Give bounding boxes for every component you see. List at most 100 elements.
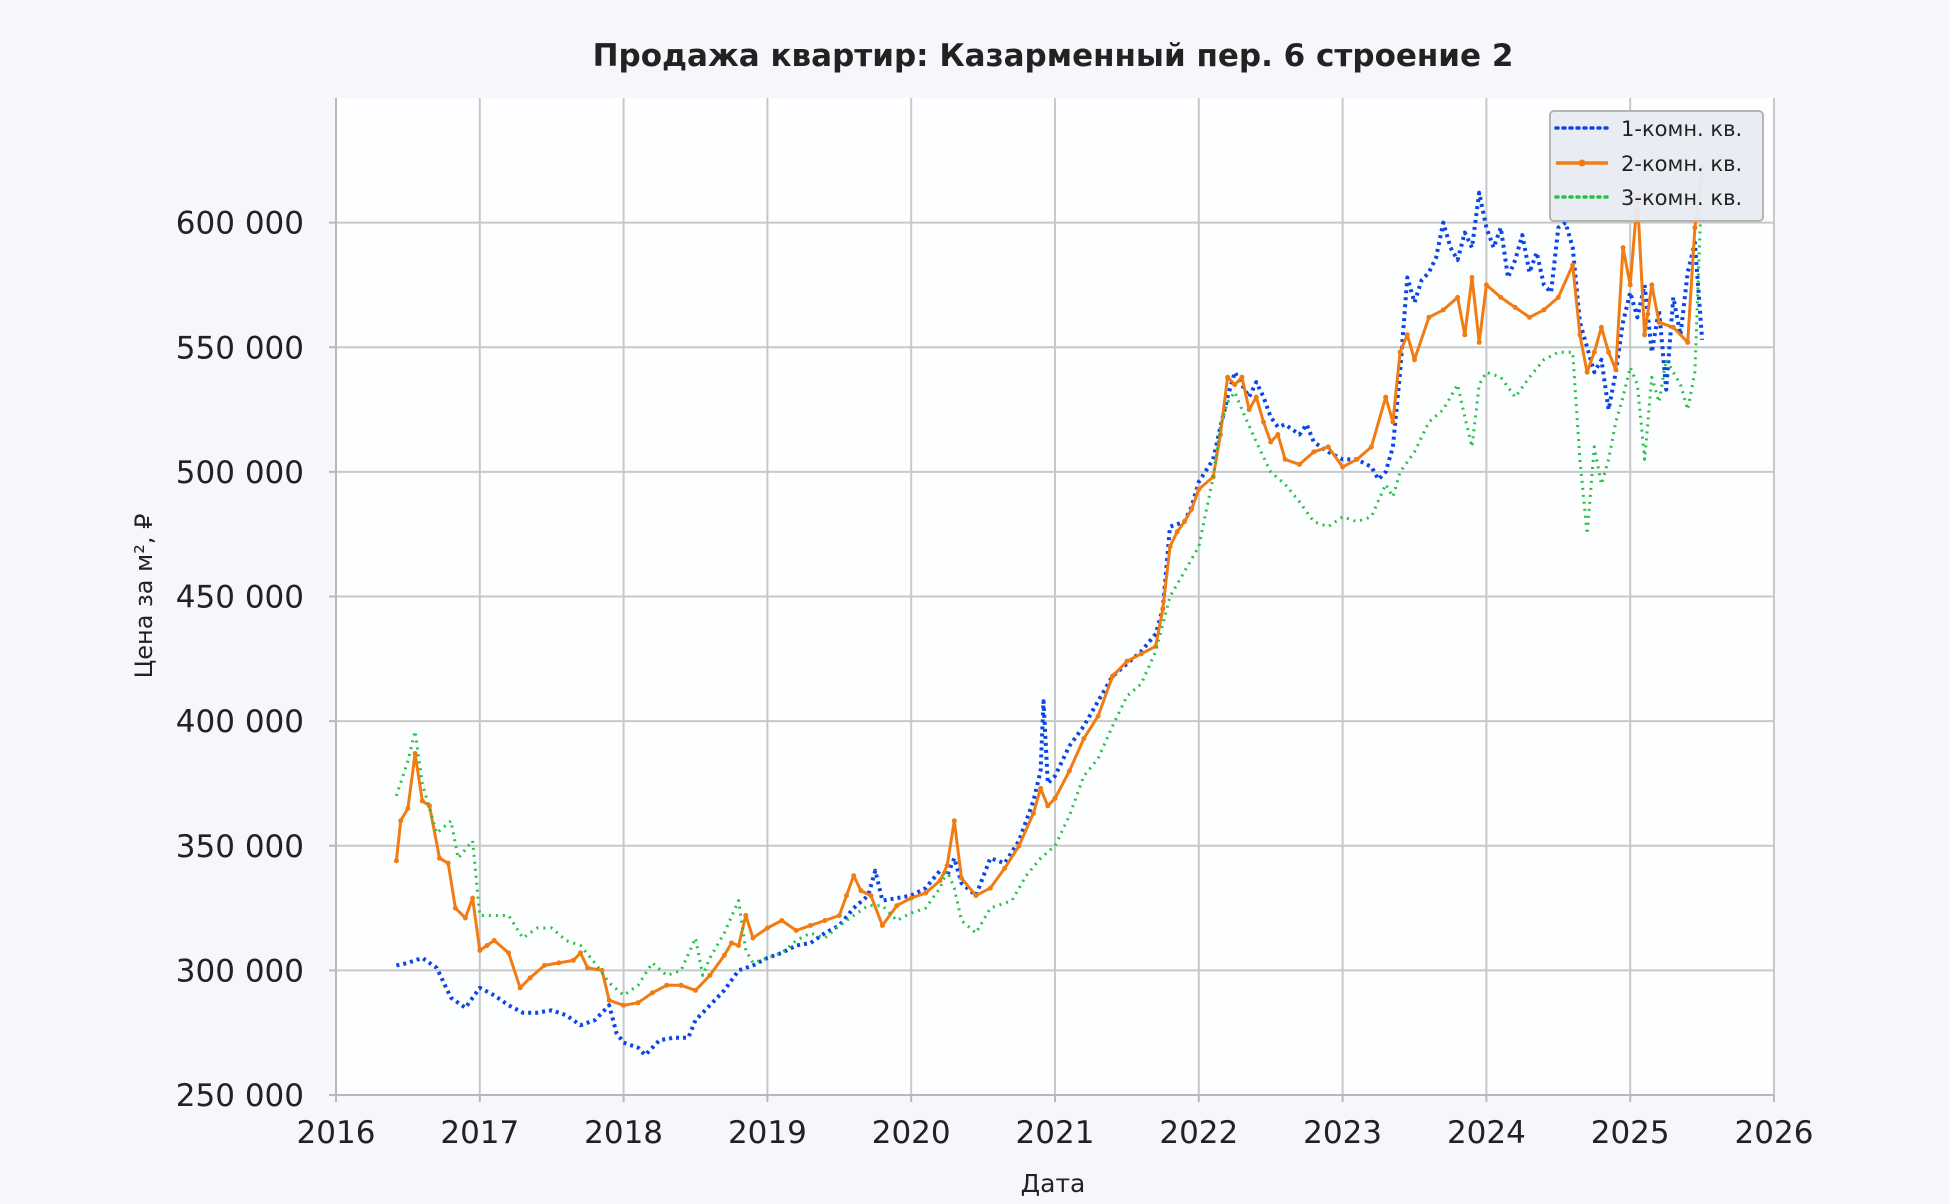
series-point-2	[599, 967, 605, 973]
series-point-2	[1030, 810, 1036, 816]
series-point-2	[398, 818, 404, 824]
series-point-2	[1081, 736, 1087, 742]
series-point-2	[844, 893, 849, 899]
series-point-2	[1160, 606, 1166, 612]
y-tick-labels: 250 000 300 000 350 000 400 000 450 000 500 0…	[176, 206, 304, 1114]
x-tick-label: 2024	[1447, 1115, 1526, 1151]
series-point-2	[721, 952, 727, 958]
x-tick-label: 2018	[584, 1115, 663, 1151]
legend-label-1: 1-комн. кв.	[1621, 117, 1742, 141]
x-tick-label: 2022	[1159, 1115, 1238, 1151]
series-point-2	[1189, 506, 1195, 512]
series-point-2	[1570, 262, 1576, 268]
series-point-2	[470, 895, 476, 901]
legend-box	[1549, 110, 1764, 222]
series-point-2	[729, 940, 734, 946]
x-tick-label: 2021	[1016, 1115, 1095, 1151]
series-point-2	[678, 982, 684, 988]
x-axis-label: Дата	[1021, 1169, 1086, 1198]
series-point-2	[1196, 486, 1202, 492]
series-point-2	[1577, 332, 1583, 338]
series-point-2	[405, 805, 411, 811]
series-point-2	[959, 875, 964, 881]
series-point-2	[1311, 449, 1317, 455]
series-point-2	[1598, 324, 1604, 330]
series-point-2	[1052, 795, 1058, 801]
x-tick-label: 2019	[728, 1115, 807, 1151]
series-point-2	[419, 798, 425, 804]
series-point-2	[1095, 713, 1101, 719]
y-tick-label: 250 000	[176, 1078, 304, 1114]
series-point-2	[808, 923, 813, 928]
series-point-2	[1613, 367, 1619, 373]
series-point-2	[1404, 332, 1410, 338]
series-point-2	[1282, 456, 1288, 462]
series-point-2	[517, 985, 523, 991]
series-point-2	[779, 918, 785, 923]
series-point-2	[412, 751, 418, 756]
series-point-2	[1016, 843, 1022, 849]
series-point-2	[1412, 357, 1417, 363]
x-tick-label: 2026	[1735, 1115, 1814, 1151]
series-point-2	[1656, 319, 1662, 325]
series-point-2	[1620, 245, 1626, 251]
series-point-2	[1527, 314, 1532, 320]
series-point-2	[851, 873, 857, 879]
series-point-2	[1110, 673, 1115, 679]
series-point-2	[743, 913, 749, 918]
series-point-2	[1181, 519, 1187, 525]
series-point-2	[1340, 464, 1346, 470]
series-point-2	[1649, 282, 1655, 288]
series-point-2	[1225, 374, 1231, 380]
chart-title: Продажа квартир: Казарменный пер. 6 стро…	[593, 38, 1514, 74]
series-point-2	[944, 863, 950, 869]
series-point-2	[1541, 307, 1547, 313]
series-point-2	[1476, 339, 1482, 345]
series-point-2	[1591, 349, 1597, 355]
series-point-2	[1426, 314, 1432, 320]
series-point-2	[1261, 419, 1266, 425]
series-point-2	[585, 965, 591, 971]
series-point-2	[506, 950, 512, 956]
x-tick-label: 2017	[440, 1115, 519, 1151]
series-point-2	[635, 1000, 641, 1006]
series-point-2	[664, 982, 670, 988]
series-point-2	[1038, 785, 1044, 791]
y-tick-label: 450 000	[176, 580, 304, 616]
series-point-2	[822, 918, 828, 923]
series-point-2	[693, 987, 698, 993]
series-point-2	[1232, 382, 1238, 388]
series-point-2	[1692, 225, 1698, 231]
series-point-2	[1174, 529, 1180, 535]
series-point-2	[868, 893, 874, 899]
series-point-2	[908, 895, 914, 901]
series-point-2	[1268, 439, 1274, 445]
series-point-2	[484, 943, 490, 948]
series-point-2	[1397, 349, 1403, 355]
series-point-2	[1512, 304, 1518, 310]
series-point-2	[477, 947, 483, 953]
series-point-2	[606, 997, 612, 1003]
series-point-2	[1606, 349, 1612, 355]
legend-label-3: 3-комн. кв.	[1621, 186, 1742, 210]
series-line-3	[394, 172, 1704, 997]
x-tick-label: 2016	[297, 1115, 376, 1151]
legend-marker-2	[1578, 159, 1586, 167]
series-point-2	[1354, 456, 1360, 462]
series-point-2	[1584, 369, 1590, 375]
series-point-2	[437, 855, 442, 861]
series-point-2	[621, 1002, 627, 1008]
x-tick-labels: 2016 2017 2018 2019 2020 2021 2022 2023 2024 2025…	[297, 1115, 1814, 1151]
series-point-2	[1642, 332, 1648, 338]
legend-label-2: 2-комн. кв.	[1621, 152, 1742, 176]
legend: 1-комн. кв. 2-комн. кв. 3-комн. кв.	[1549, 110, 1764, 222]
series-point-2	[1138, 651, 1144, 657]
series-point-2	[570, 957, 576, 963]
series-point-2	[764, 925, 770, 931]
series-point-2	[836, 913, 842, 918]
series-point-2	[649, 990, 655, 996]
series-point-2	[578, 950, 583, 956]
series-point-2	[1455, 294, 1461, 300]
x-tick-label: 2023	[1303, 1115, 1382, 1151]
y-tick-label: 500 000	[176, 455, 304, 491]
